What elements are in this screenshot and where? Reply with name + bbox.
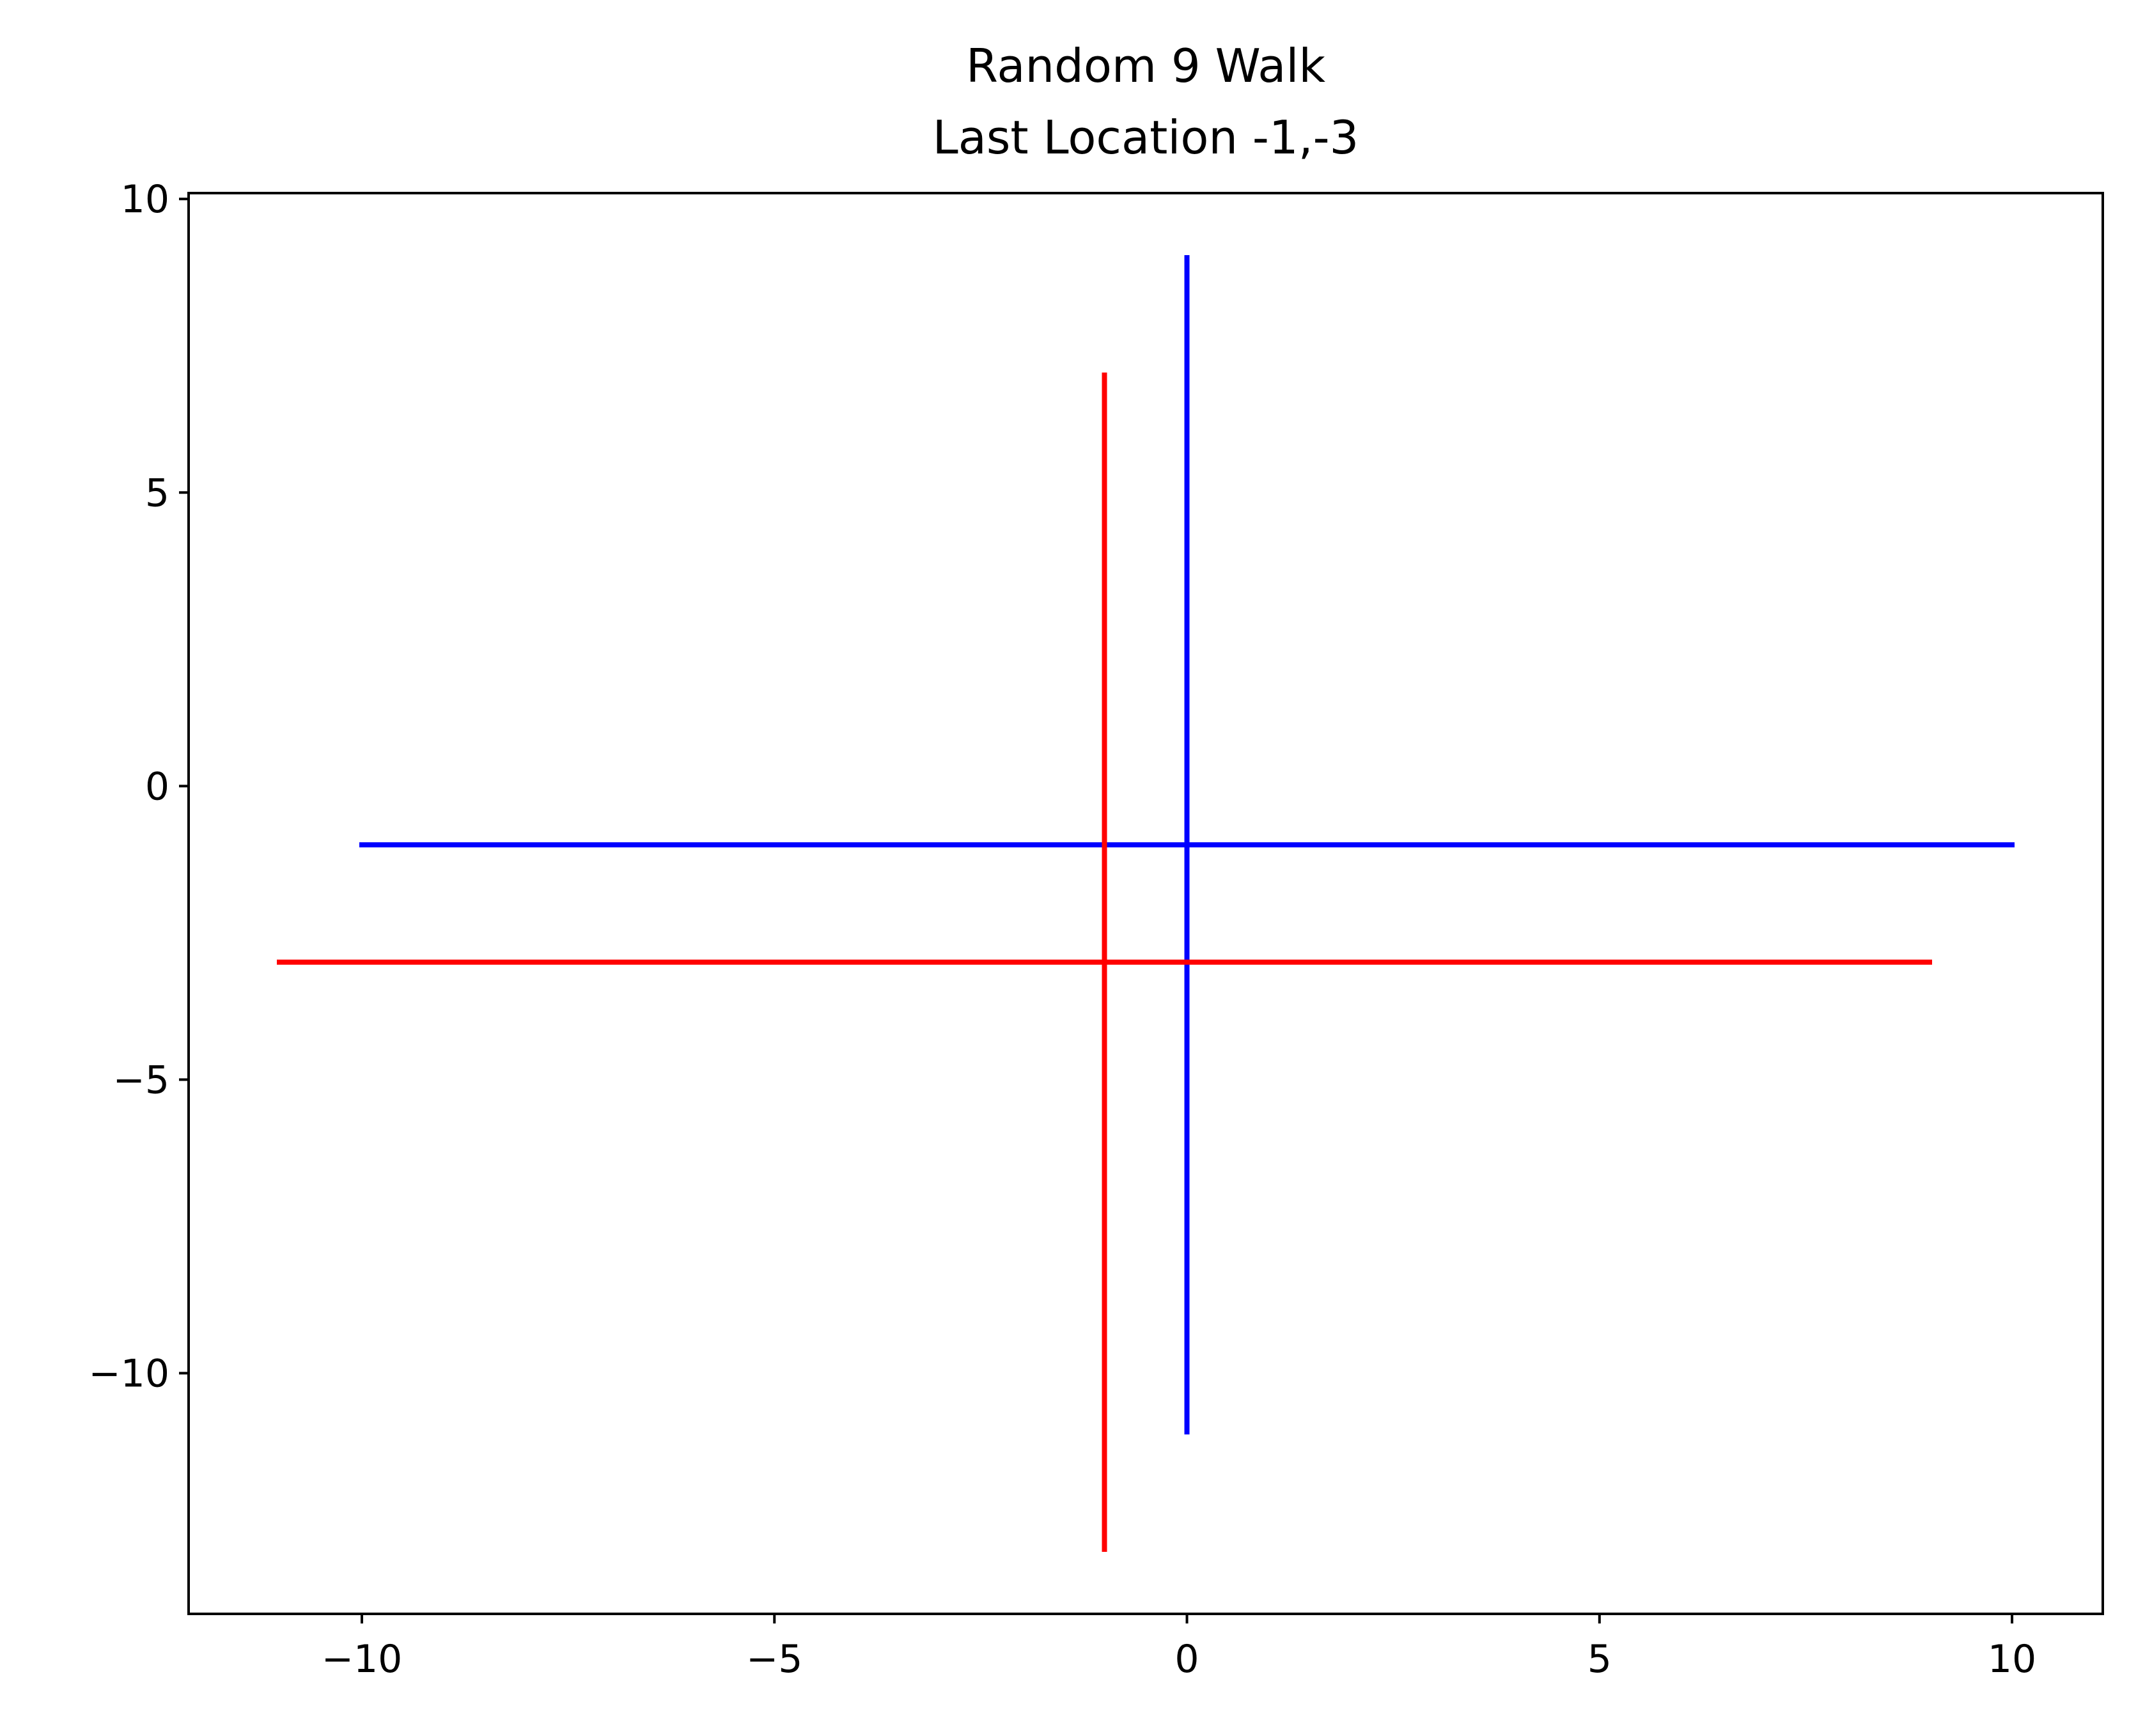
- chart-subtitle: Last Location -1,-3: [933, 111, 1359, 164]
- x-axis: −10 −5 0 5 10: [322, 1614, 2036, 1682]
- y-tick-label-2: 5: [145, 471, 169, 515]
- x-tick-label-2: −5: [746, 1637, 802, 1682]
- chart-title: Random 9 Walk: [966, 39, 1325, 93]
- x-tick-label-5: 10: [1988, 1637, 2036, 1682]
- y-tick-label-3: 0: [145, 764, 169, 809]
- x-tick-label-4: 5: [1587, 1637, 1612, 1682]
- y-tick-label-4: −5: [113, 1058, 169, 1102]
- y-tick-label-5: −10: [88, 1352, 169, 1396]
- plot-frame: [187, 192, 2104, 1615]
- y-axis: 10 5 0 −5 −10: [88, 177, 189, 1396]
- x-tick-label-1: −10: [322, 1637, 403, 1682]
- y-tick-label-1: 10: [121, 177, 169, 222]
- x-tick-label-3: 0: [1174, 1637, 1199, 1682]
- plot-series: [277, 255, 2015, 1552]
